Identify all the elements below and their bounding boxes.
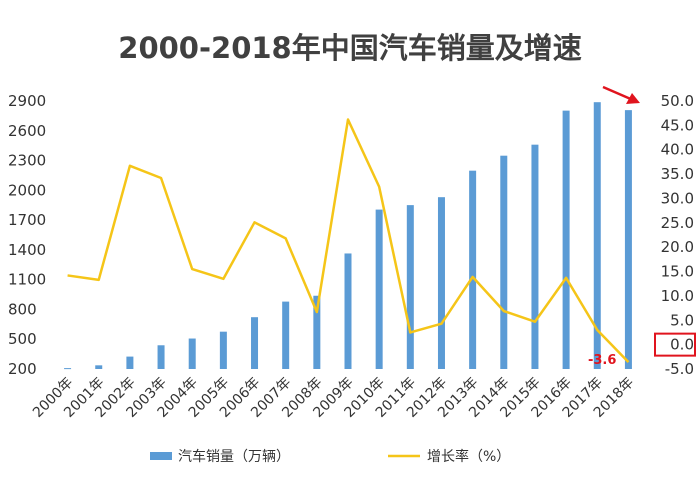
red-arrow-head [626,93,640,104]
y-left-tick-label: 500 [8,330,37,348]
bar [593,102,601,370]
line-series [67,118,630,364]
growth-line [67,118,630,364]
bar [437,197,445,369]
bar [313,295,321,369]
data-labels: -3.6 [588,85,640,368]
zero-tick-highlight-box [654,332,696,357]
y-right-tick-label: 10.0 [661,287,694,305]
legend-bar-label: 汽车销量（万辆） [178,448,290,465]
bar [375,209,383,369]
bar [469,170,477,369]
data-label: -3.6 [588,353,616,368]
bar [126,356,134,369]
y-right-tick-label: 35.0 [661,165,694,183]
bar [562,110,570,370]
bar [344,253,352,369]
chart-title: 2000-2018年中国汽车销量及增速 [118,31,581,65]
bar [188,338,196,369]
legend-line-label: 增长率（%） [427,448,510,465]
bar [531,144,539,369]
bar [282,301,290,369]
y-right-tick-label: 25.0 [661,214,694,232]
y-right-tick-label: 30.0 [661,189,694,207]
y-left-tick-label: 2900 [8,92,46,110]
bar [157,345,165,369]
red-arrow-shaft [602,85,634,102]
y-left-tick-label: 2600 [8,122,46,140]
y-left-tick-label: 1100 [8,271,46,289]
bar [64,368,72,370]
bar [251,317,259,369]
bar [624,110,632,370]
y-right-tick-label: 15.0 [661,263,694,281]
bar [406,205,414,369]
bar-series [64,102,632,370]
bar [219,331,227,369]
y-right-tick-label: 40.0 [661,141,694,159]
y-left-tick-label: 2000 [8,181,46,199]
y-left-tick-label: 800 [8,300,37,318]
y-right-tick-label: 5.0 [670,311,694,329]
bar [500,155,508,369]
y-left-tick-label: 200 [8,360,37,378]
y-right-tick-label: 50.0 [661,92,694,110]
bar [95,365,103,369]
y-left-tick-label: 2300 [8,152,46,170]
legend: 汽车销量（万辆） 增长率（%） [150,448,510,465]
legend-bar-swatch [150,452,172,460]
y-right-tick-label: 20.0 [661,238,694,256]
y-right-tick-label: 0.0 [670,336,694,354]
y-right-tick-label: -5.0 [665,360,694,378]
y-left-tick-label: 1700 [8,211,46,229]
y-left-tick-label: 1400 [8,241,46,259]
y-right-tick-label: 45.0 [661,116,694,134]
